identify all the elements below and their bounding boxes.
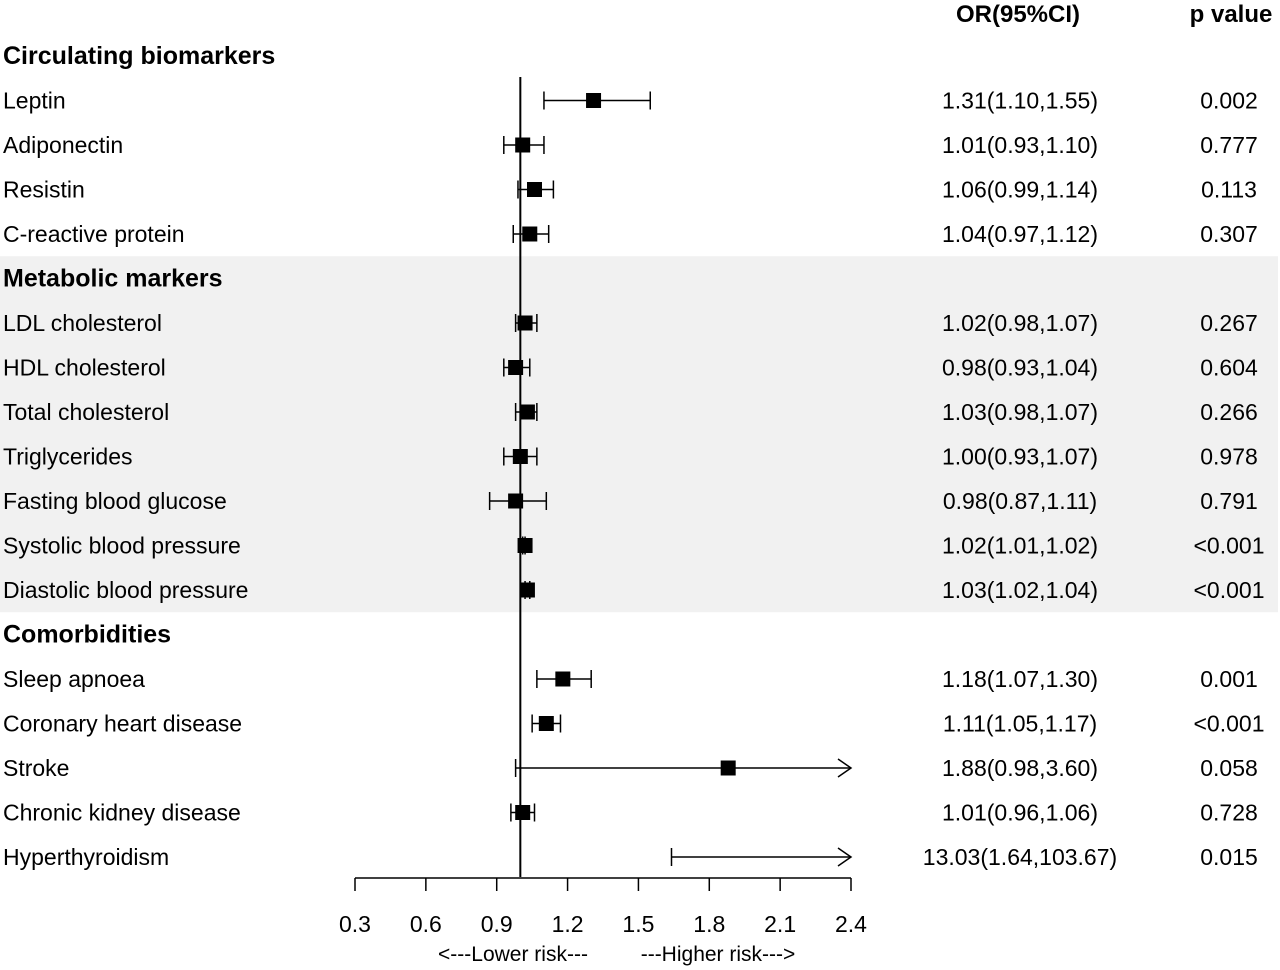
x-tick-label: 1.2: [552, 911, 584, 937]
row-label: Diastolic blood pressure: [3, 577, 248, 603]
p-value: <0.001: [1194, 577, 1265, 603]
point-estimate: [555, 671, 571, 687]
point-estimate: [586, 93, 602, 108]
p-value: 0.001: [1200, 666, 1258, 692]
row-label: Chronic kidney disease: [3, 800, 241, 826]
row-label: Systolic blood pressure: [3, 533, 241, 559]
or-ci-value: 1.00(0.93,1.07): [942, 444, 1098, 470]
ci-arrow: [837, 847, 853, 867]
shade-layer: [0, 256, 1278, 613]
or-ci-value: 1.18(1.07,1.30): [942, 666, 1098, 692]
group-title: Circulating biomarkers: [3, 42, 275, 70]
p-value: 0.267: [1200, 310, 1258, 336]
or-ci-value: 0.98(0.93,1.04): [942, 355, 1098, 381]
or-ci-value: 1.88(0.98,3.60): [942, 755, 1098, 781]
row-label: HDL cholesterol: [3, 355, 166, 381]
or-ci-value: 1.06(0.99,1.14): [942, 177, 1098, 203]
x-tick-label: 2.4: [835, 911, 867, 937]
marks-layer: [488, 91, 853, 867]
group-shade: [0, 256, 1278, 613]
group-title: Comorbidities: [3, 621, 171, 649]
row-label: Hyperthyroidism: [3, 844, 169, 870]
ci-arrow: [837, 758, 853, 778]
x-tick-label: 2.1: [764, 911, 796, 937]
or-ci-value: 1.11(1.05,1.17): [943, 711, 1097, 737]
p-value: 0.002: [1200, 88, 1258, 114]
x-tick-label: 0.3: [339, 911, 371, 937]
p-value: 0.728: [1200, 800, 1258, 826]
row-label: Total cholesterol: [3, 399, 169, 425]
row-label: LDL cholesterol: [3, 310, 162, 336]
p-column-header: p value: [1190, 1, 1273, 28]
point-estimate: [538, 716, 554, 731]
p-value: <0.001: [1194, 711, 1265, 737]
p-value: 0.604: [1200, 355, 1258, 381]
p-value: 0.978: [1200, 444, 1258, 470]
point-estimate: [720, 760, 736, 776]
row-label: Sleep apnoea: [3, 666, 145, 692]
point-estimate: [519, 404, 535, 420]
point-estimate: [515, 137, 531, 153]
group-title: Metabolic markers: [3, 265, 223, 293]
x-tick-label: 1.8: [693, 911, 725, 937]
row-label: Coronary heart disease: [3, 711, 242, 737]
or-column-header: OR(95%CI): [956, 1, 1080, 28]
point-estimate: [522, 226, 538, 242]
higher-risk-label: ---Higher risk--->: [641, 943, 796, 966]
x-tick-label: 0.9: [481, 911, 513, 937]
point-estimate: [515, 805, 531, 820]
row-label: Adiponectin: [3, 132, 123, 158]
x-axis: 0.3 0.6 0.9 1.2 1.5 1.8 2.1 2.4: [339, 877, 867, 937]
row-label: Fasting blood glucose: [3, 488, 227, 514]
or-ci-value: 1.01(0.93,1.10): [942, 132, 1098, 158]
p-value: 0.777: [1200, 132, 1258, 158]
or-ci-value: 1.31(1.10,1.55): [942, 88, 1098, 114]
p-value: 0.791: [1200, 488, 1258, 514]
p-value: <0.001: [1194, 533, 1265, 559]
lower-risk-label: <---Lower risk---: [438, 943, 588, 966]
or-ci-value: 1.03(1.02,1.04): [942, 577, 1098, 603]
or-ci-value: 13.03(1.64,103.67): [923, 844, 1117, 870]
p-value: 0.113: [1201, 177, 1257, 203]
row-label: C-reactive protein: [3, 221, 185, 247]
or-ci-value: 1.03(0.98,1.07): [942, 399, 1098, 425]
or-ci-value: 1.04(0.97,1.12): [942, 221, 1098, 247]
row-label: Resistin: [3, 177, 85, 203]
p-value: 0.015: [1200, 844, 1258, 870]
p-value: 0.307: [1200, 221, 1258, 247]
x-tick-label: 0.6: [410, 911, 442, 937]
p-value: 0.266: [1200, 399, 1258, 425]
rows-layer: Circulating biomarkers Leptin 1.31(1.10,1.…: [3, 42, 1265, 870]
x-tick-label: 1.5: [622, 911, 654, 937]
point-estimate: [527, 182, 543, 197]
row-label: Stroke: [3, 755, 69, 781]
or-ci-value: 0.98(0.87,1.11): [943, 488, 1097, 514]
point-estimate: [519, 582, 535, 598]
or-ci-value: 1.01(0.96,1.06): [942, 800, 1098, 826]
row-label: Triglycerides: [3, 444, 133, 470]
or-ci-value: 1.02(1.01,1.02): [942, 533, 1098, 559]
row-label: Leptin: [3, 88, 66, 114]
p-value: 0.058: [1200, 755, 1258, 781]
or-ci-value: 1.02(0.98,1.07): [942, 310, 1098, 336]
